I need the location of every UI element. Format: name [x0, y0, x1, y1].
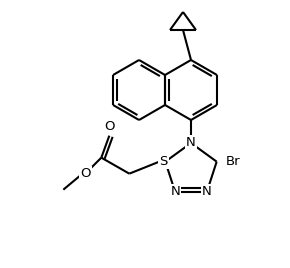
- Text: O: O: [104, 120, 115, 133]
- Text: Br: Br: [225, 155, 240, 168]
- Text: N: N: [170, 185, 180, 198]
- Text: N: N: [202, 185, 212, 198]
- Text: O: O: [80, 167, 90, 180]
- Text: N: N: [186, 136, 196, 150]
- Text: S: S: [159, 155, 168, 168]
